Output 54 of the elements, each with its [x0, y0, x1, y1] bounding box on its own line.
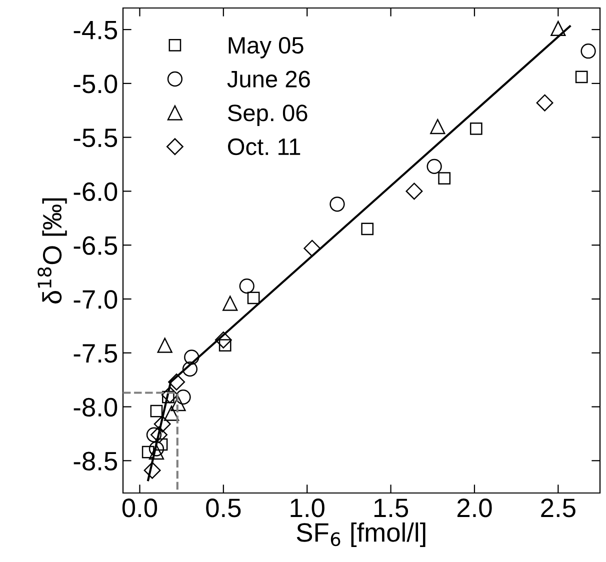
point [164, 406, 180, 421]
point [184, 350, 200, 365]
legend-label: May 05 [228, 36, 304, 58]
point [304, 240, 321, 257]
point [148, 441, 164, 456]
x-tick-label: 0.0 [122, 498, 158, 518]
y-tick-label: -8.5 [74, 452, 118, 470]
point [361, 222, 374, 236]
legend-label: June 26 [227, 70, 310, 88]
point [150, 426, 168, 444]
y-axis-title: δ$^{18}$O [‰] [38, 198, 67, 304]
x-tick-label: 1.0 [290, 498, 324, 518]
point [239, 278, 254, 294]
point [222, 296, 238, 311]
x-tick-label: 2.0 [457, 498, 492, 518]
point [150, 404, 163, 418]
point [154, 416, 171, 433]
y-tick-label: -5.0 [74, 74, 118, 94]
point [247, 292, 260, 304]
point [580, 44, 596, 59]
y-tick-label: -5.5 [74, 128, 118, 148]
y-tick-label: -4.5 [74, 20, 118, 40]
point [536, 94, 554, 112]
point [168, 374, 186, 390]
point [575, 70, 588, 84]
x-tick-label: 0.5 [206, 498, 241, 518]
point [170, 396, 186, 412]
point [214, 331, 232, 348]
point [406, 182, 423, 200]
point [146, 427, 162, 442]
point [470, 122, 482, 135]
legend-label: Sep. 06 [228, 104, 308, 126]
point [176, 390, 191, 405]
point [144, 462, 161, 479]
y-tick-label: -6.5 [74, 236, 118, 255]
point [182, 361, 198, 377]
y-tick-label: -8.0 [74, 398, 118, 417]
point [430, 118, 446, 134]
y-tick-label: -6.0 [74, 182, 118, 202]
point [438, 172, 451, 184]
point [142, 446, 154, 458]
point [426, 158, 442, 174]
point [161, 386, 178, 404]
point [155, 438, 168, 451]
legend-label: Oct. 11 [228, 138, 300, 156]
point [148, 444, 164, 460]
x-axis-title: SF$_{6}$ [fmol/l] [296, 522, 426, 548]
point [550, 20, 566, 36]
x-tick-label: 1.5 [374, 498, 408, 518]
y-tick-label: -7.0 [74, 290, 118, 309]
point [330, 196, 345, 212]
x-tick-label: 2.5 [541, 498, 576, 518]
point [157, 338, 172, 353]
y-tick-label: -7.5 [74, 344, 118, 363]
